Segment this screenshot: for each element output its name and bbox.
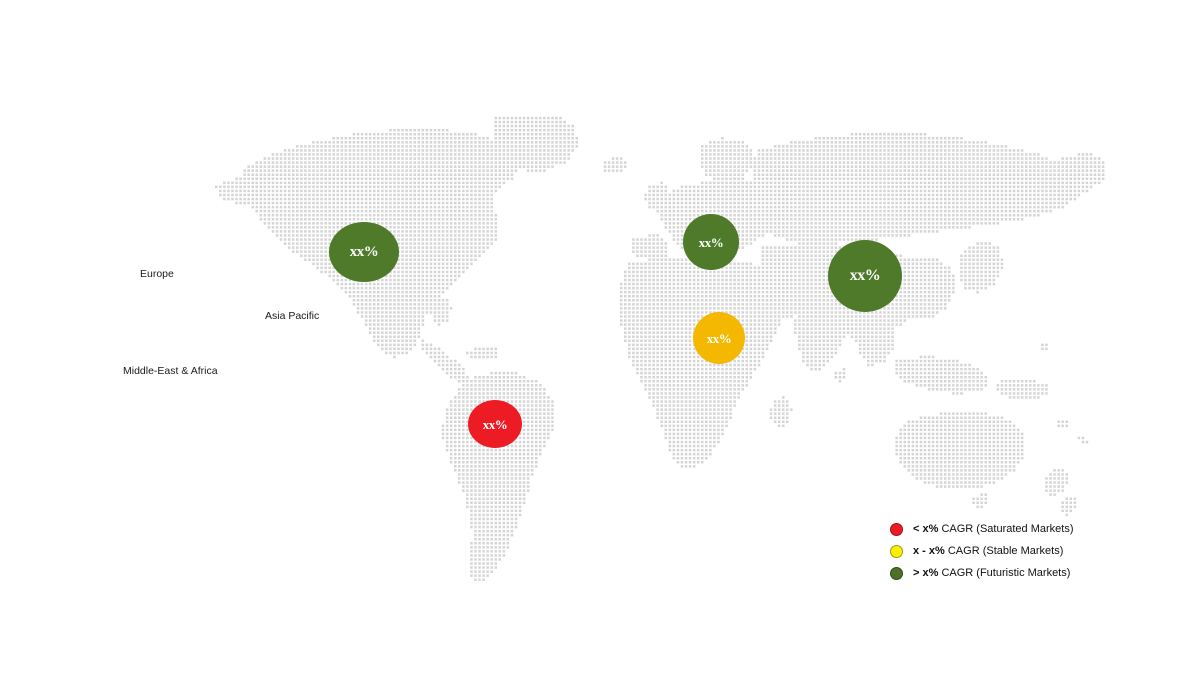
legend-saturated[interactable]: < x% CAGR (Saturated Markets)	[890, 518, 1073, 540]
bubble-value-europe: xx%	[698, 234, 724, 250]
bubble-latin-america[interactable]: xx%	[468, 400, 522, 448]
bubble-middle-east-africa[interactable]: xx%	[693, 312, 745, 364]
legend-futuristic[interactable]: > x% CAGR (Futuristic Markets)	[890, 562, 1073, 584]
legend-label-1: x - x% CAGR (Stable Markets)	[913, 545, 1064, 557]
legend-label-2: > x% CAGR (Futuristic Markets)	[913, 567, 1071, 579]
legend-label-0: < x% CAGR (Saturated Markets)	[913, 523, 1074, 535]
legend: < x% CAGR (Saturated Markets) x - x% CAGR…	[890, 518, 1073, 584]
legend-dot-icon-2	[890, 566, 903, 580]
legend-dot-icon-1	[890, 544, 903, 558]
bubble-value-asia-pacific: xx%	[849, 267, 881, 284]
legend-stable[interactable]: x - x% CAGR (Stable Markets)	[890, 540, 1073, 562]
bubble-north-america[interactable]: xx%	[329, 222, 399, 282]
legend-dot-icon-0	[890, 522, 903, 536]
bubble-value-latin-america: xx%	[482, 416, 508, 432]
map-dot-grid	[215, 116, 1105, 581]
bubble-value-north-america: xx%	[349, 243, 379, 260]
bubble-asia-pacific[interactable]: xx%	[828, 240, 902, 312]
bubble-europe[interactable]: xx%	[683, 214, 739, 270]
bubble-value-middle-east-africa: xx%	[706, 330, 732, 346]
